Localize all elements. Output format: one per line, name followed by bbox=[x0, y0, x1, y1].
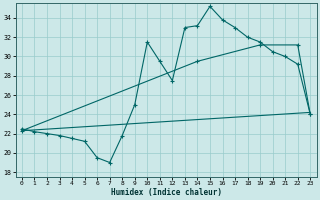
X-axis label: Humidex (Indice chaleur): Humidex (Indice chaleur) bbox=[111, 188, 221, 197]
